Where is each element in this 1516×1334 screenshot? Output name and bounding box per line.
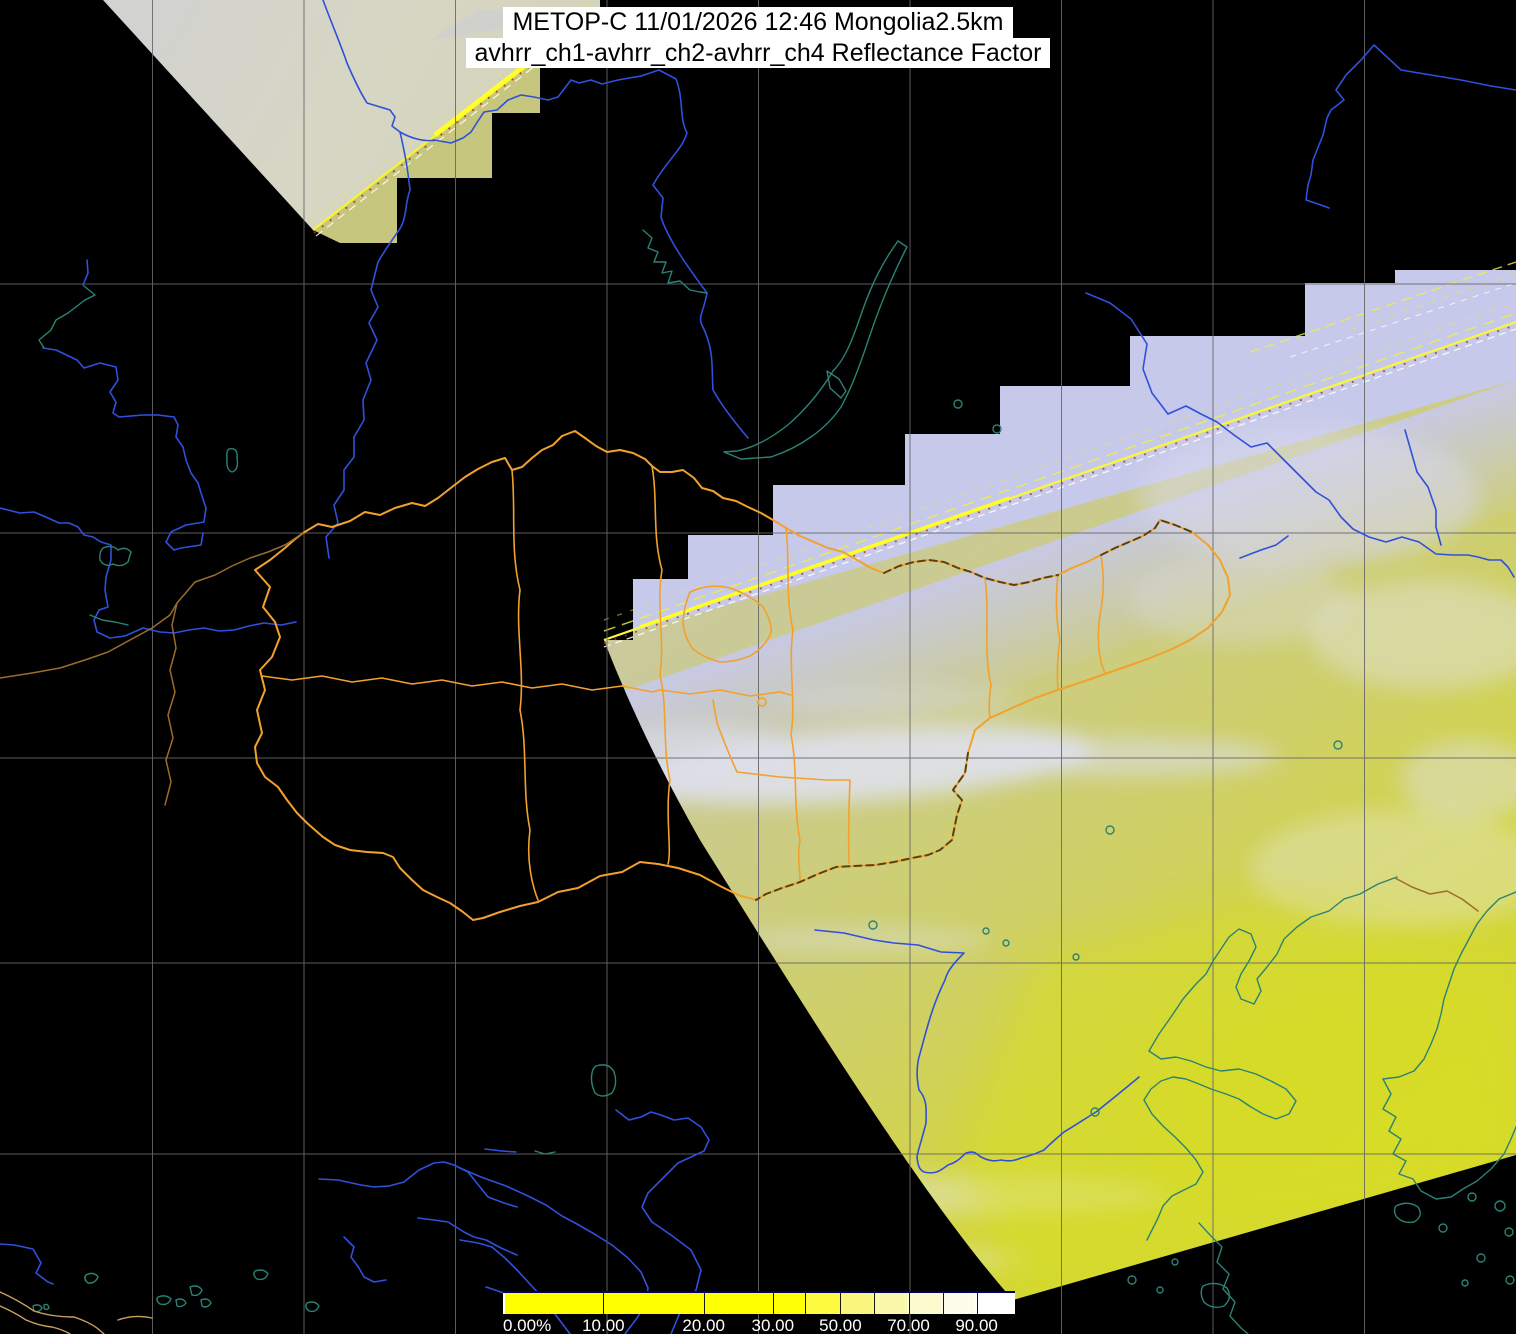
colorbar-gradient <box>503 1293 1015 1314</box>
colorbar-segment <box>605 1293 705 1314</box>
colorbar-tick <box>773 1293 774 1314</box>
colorbar-tick <box>805 1293 806 1314</box>
map-canvas <box>0 0 1516 1334</box>
colorbar-segment <box>873 1293 908 1314</box>
colorbar-label: 30.00 <box>752 1316 795 1334</box>
colorbar-label: 90.00 <box>955 1316 998 1334</box>
colorbar-label: 20.00 <box>682 1316 725 1334</box>
colorbar-segment <box>773 1293 805 1314</box>
colorbar-labels: 0.00% 10.00 20.00 30.00 50.00 70.00 90.00 <box>503 1316 1015 1333</box>
colorbar-tick <box>909 1293 910 1314</box>
colorbar-segment <box>505 1293 605 1314</box>
colorbar-segment <box>805 1293 840 1314</box>
image-header: METOP-C 11/01/2026 12:46 Mongolia2.5km a… <box>0 7 1516 68</box>
colorbar-segment <box>941 1293 975 1314</box>
colorbar-segment <box>840 1293 873 1314</box>
colorbar-tick <box>603 1293 604 1314</box>
colorbar-tick <box>840 1293 841 1314</box>
colorbar-tick <box>874 1293 875 1314</box>
colorbar-segment <box>975 1293 1013 1314</box>
colorbar-label: 10.00 <box>582 1316 625 1334</box>
colorbar-tick <box>704 1293 705 1314</box>
title-line-2: avhrr_ch1-avhrr_ch2-avhrr_ch4 Reflectanc… <box>466 38 1051 69</box>
title-line-1: METOP-C 11/01/2026 12:46 Mongolia2.5km <box>503 7 1012 38</box>
colorbar-tick <box>943 1293 944 1314</box>
colorbar-label: 70.00 <box>887 1316 930 1334</box>
colorbar-label: 50.00 <box>819 1316 862 1334</box>
colorbar-segment <box>704 1293 773 1314</box>
reflectance-colorbar: 0.00% 10.00 20.00 30.00 50.00 70.00 90.00 <box>503 1291 1015 1333</box>
colorbar-tick <box>977 1293 978 1314</box>
colorbar-segment <box>907 1293 941 1314</box>
satellite-product-view: METOP-C 11/01/2026 12:46 Mongolia2.5km a… <box>0 0 1516 1334</box>
colorbar-label: 0.00% <box>503 1316 551 1334</box>
